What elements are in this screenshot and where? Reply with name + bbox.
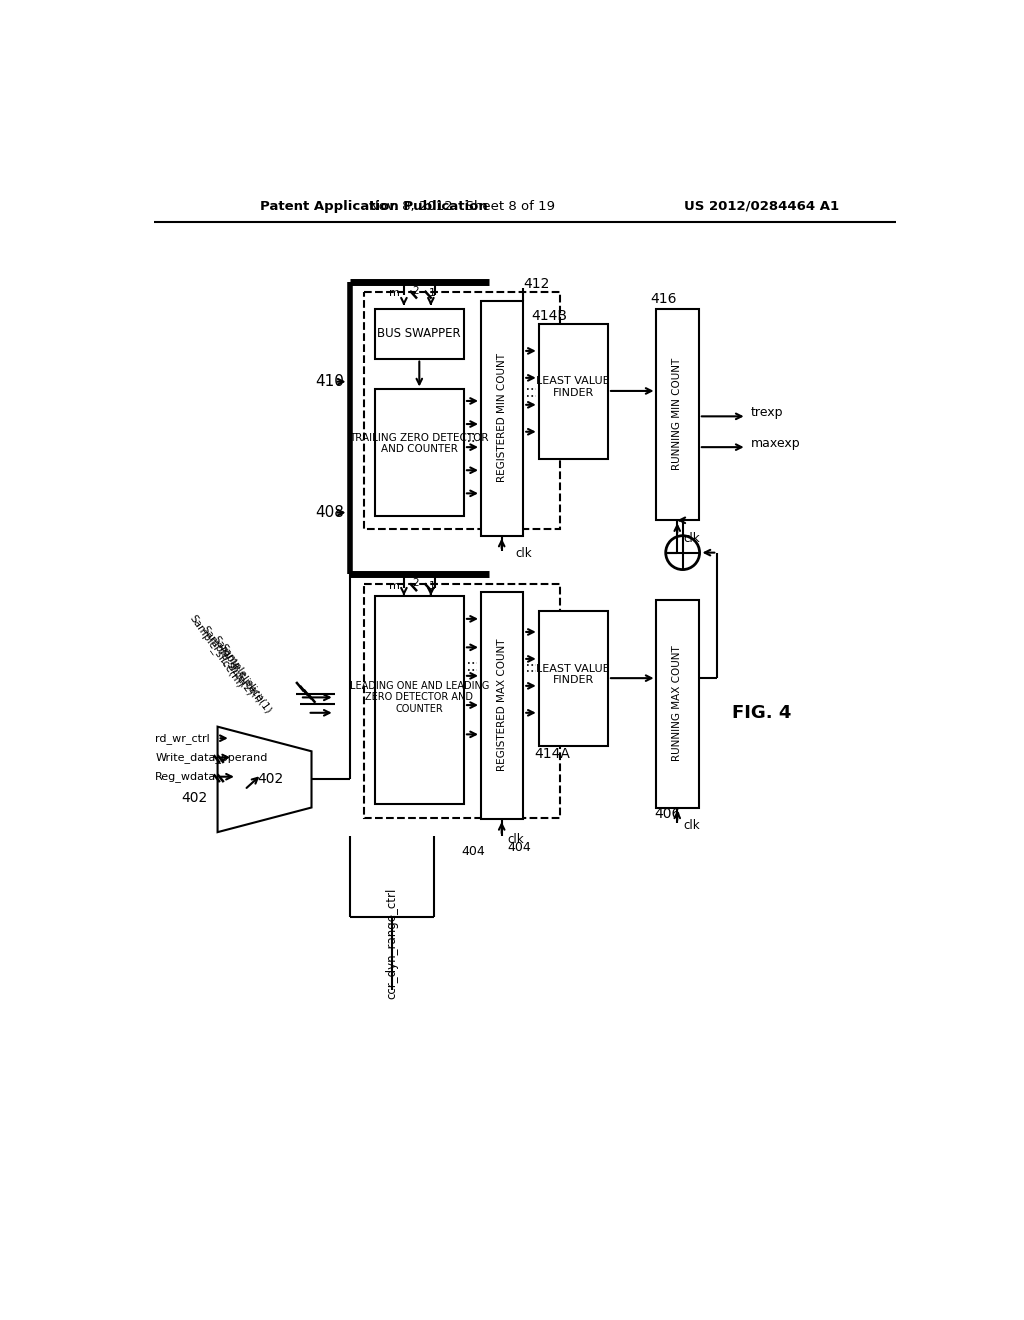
Text: 410: 410 [315, 374, 344, 389]
Bar [656, 309, 698, 520]
Bar [481, 591, 523, 818]
Text: 416: 416 [650, 292, 677, 306]
Text: LEAST VALUE
FINDER: LEAST VALUE FINDER [537, 376, 610, 397]
Text: ccr_dyn_range_ctrl: ccr_dyn_range_ctrl [386, 888, 399, 999]
Text: clk: clk [515, 546, 532, 560]
Text: BUS SWAPPER: BUS SWAPPER [378, 326, 461, 339]
Text: 414A: 414A [535, 747, 570, 760]
Bar [481, 301, 523, 536]
Text: rd_wr_ctrl: rd_wr_ctrl [156, 733, 210, 743]
Text: REGISTERED MAX COUNT: REGISTERED MAX COUNT [497, 639, 507, 771]
Text: trexp: trexp [751, 407, 783, 418]
Bar [364, 292, 560, 529]
Bar [539, 323, 608, 459]
Text: clk: clk [683, 532, 700, 545]
Text: US 2012/0284464 A1: US 2012/0284464 A1 [684, 199, 840, 213]
Text: REGISTERED MIN COUNT: REGISTERED MIN COUNT [497, 354, 507, 482]
Bar [376, 595, 464, 804]
Text: 414B: 414B [531, 309, 567, 323]
Text: clk: clk [683, 820, 700, 833]
Text: TRAILING ZERO DETECTOR
AND COUNTER: TRAILING ZERO DETECTOR AND COUNTER [349, 433, 489, 454]
Text: 412: 412 [523, 277, 550, 290]
Bar [656, 599, 698, 808]
Text: RUNNING MAX COUNT: RUNNING MAX COUNT [673, 645, 682, 762]
Text: Sample_slice(m): Sample_slice(m) [187, 612, 246, 689]
Bar [364, 585, 560, 817]
Text: Reg_wdata: Reg_wdata [156, 771, 216, 783]
Text: 404: 404 [508, 841, 531, 854]
Text: 404: 404 [462, 845, 485, 858]
Text: 406: 406 [654, 808, 681, 821]
Text: LEAST VALUE
FINDER: LEAST VALUE FINDER [537, 664, 610, 685]
Text: 1: 1 [429, 581, 436, 591]
Text: Sample_slice(i): Sample_slice(i) [210, 634, 264, 705]
Text: 2: 2 [412, 578, 419, 589]
Text: 402: 402 [258, 772, 284, 785]
Bar [376, 309, 464, 359]
Text: RUNNING MIN COUNT: RUNNING MIN COUNT [673, 358, 682, 470]
Text: clk: clk [508, 833, 524, 846]
Text: Patent Application Publication: Patent Application Publication [260, 199, 487, 213]
Text: 408: 408 [315, 506, 344, 520]
Text: m: m [389, 288, 400, 298]
Bar [539, 611, 608, 746]
Text: 2: 2 [412, 286, 419, 296]
Text: 402: 402 [181, 791, 208, 804]
Polygon shape [217, 726, 311, 832]
Text: maxexp: maxexp [751, 437, 800, 450]
Text: Nov. 8, 2012   Sheet 8 of 19: Nov. 8, 2012 Sheet 8 of 19 [369, 199, 555, 213]
Text: LEADING ONE AND LEADING
ZERO DETECTOR AND
COUNTER: LEADING ONE AND LEADING ZERO DETECTOR AN… [349, 681, 489, 714]
Bar [376, 389, 464, 516]
Text: m: m [389, 581, 400, 591]
Text: 1: 1 [429, 288, 436, 298]
Text: Write_data_operand: Write_data_operand [156, 752, 267, 763]
Text: FIG. 4: FIG. 4 [732, 704, 792, 722]
Text: Sample_slice(1): Sample_slice(1) [217, 642, 273, 715]
Text: Sample_slice(2): Sample_slice(2) [199, 623, 255, 697]
